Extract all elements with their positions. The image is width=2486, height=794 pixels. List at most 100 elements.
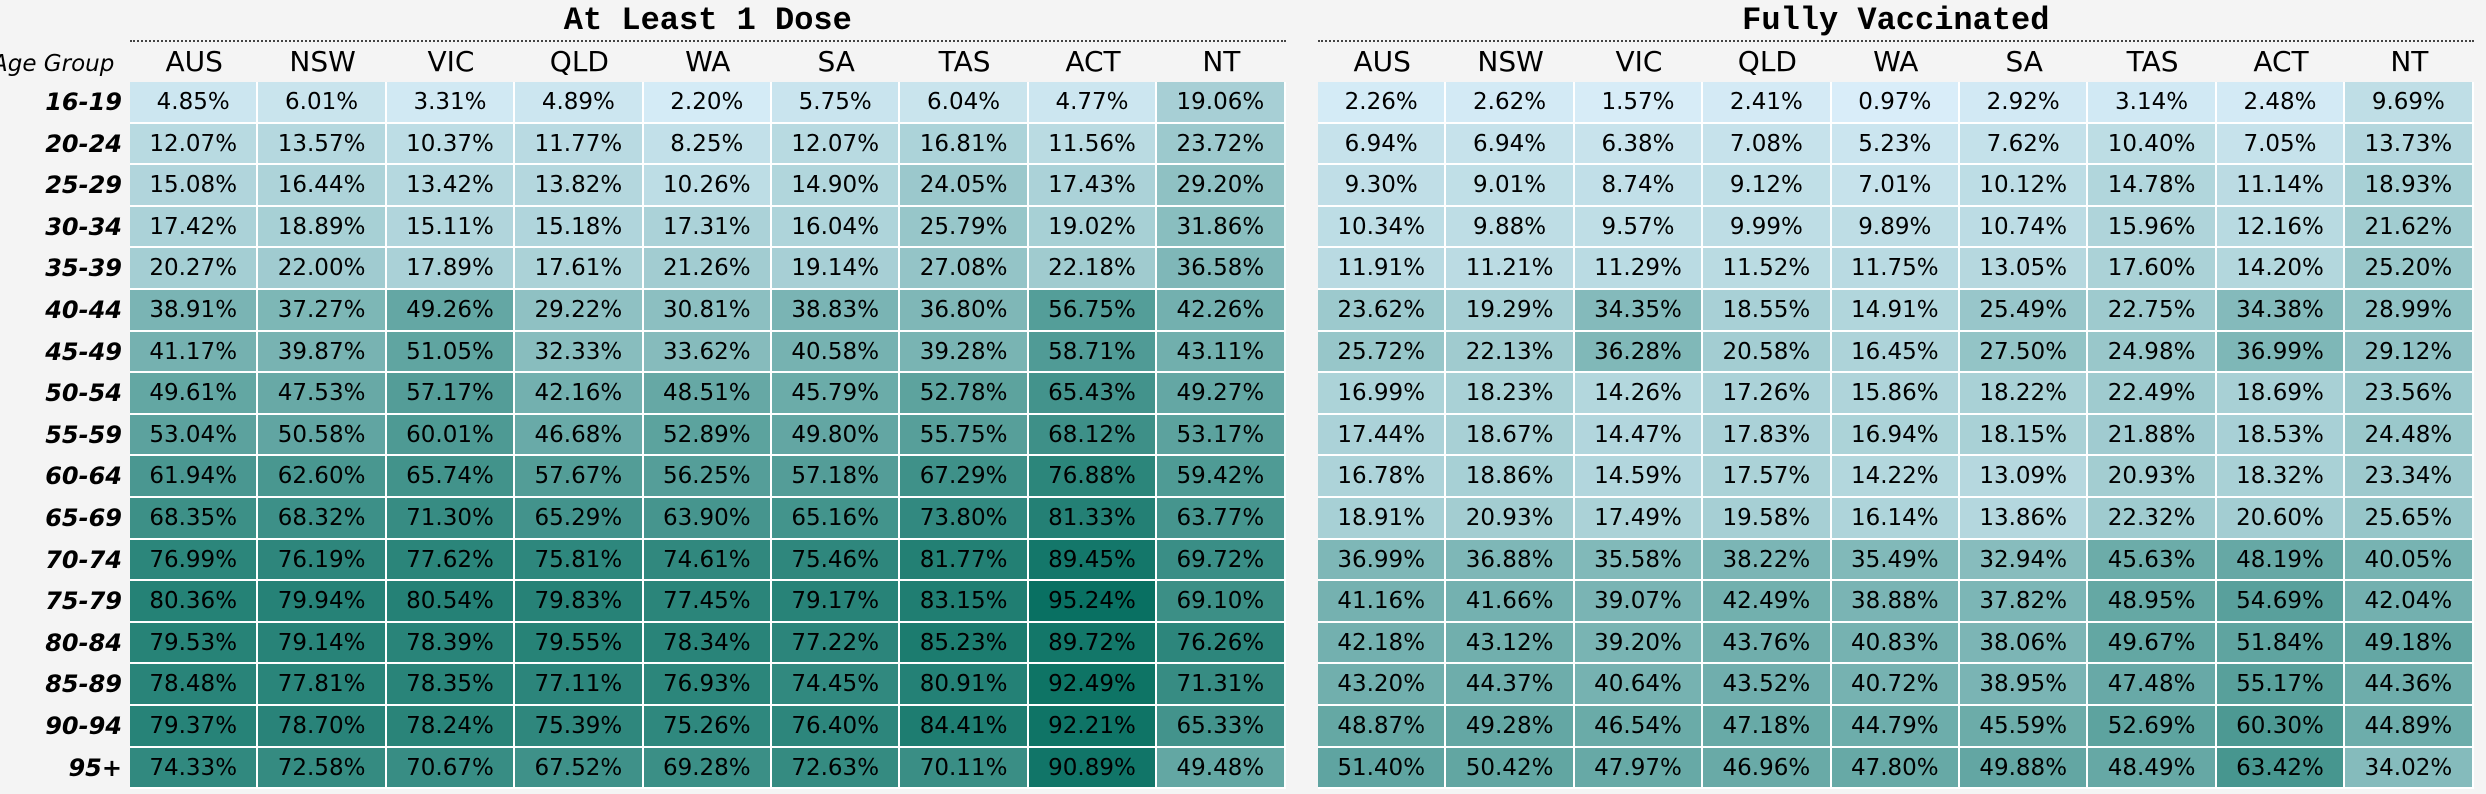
heatmap-cell: 10.26%	[643, 165, 772, 207]
heatmap-cell: 50.42%	[1446, 747, 1575, 790]
heatmap-cell: 36.88%	[1446, 539, 1575, 582]
title-divider	[130, 40, 1286, 42]
row-header: 16-19	[45, 88, 122, 116]
heatmap-cell: 71.31%	[1157, 664, 1286, 706]
heatmap-cell: 12.16%	[2216, 206, 2346, 249]
heatmap-cell: 23.62%	[1318, 290, 1447, 332]
heatmap-cell: 19.29%	[1446, 290, 1575, 332]
row-header: 60-64	[45, 462, 122, 491]
heatmap-cell: 44.37%	[1446, 664, 1575, 706]
heatmap-cell: 78.48%	[130, 664, 259, 706]
heatmap-cell: 81.77%	[900, 539, 1029, 582]
heatmap-cell: 12.07%	[772, 123, 901, 166]
heatmap-cell: 19.58%	[1703, 498, 1832, 540]
heatmap-cell: 49.28%	[1446, 706, 1575, 748]
heatmap-cell: 37.27%	[258, 290, 387, 332]
heatmap-cell: 48.51%	[643, 373, 772, 415]
heatmap-cell: 48.95%	[2088, 581, 2217, 623]
heatmap-cell: 60.01%	[386, 414, 516, 457]
heatmap-cell: 51.40%	[1318, 747, 1447, 790]
heatmap-cell: 38.95%	[1960, 664, 2089, 706]
heatmap-cell: 9.88%	[1446, 206, 1575, 249]
heatmap-cell: 81.33%	[1028, 498, 1158, 540]
heatmap-cell: 36.99%	[2216, 331, 2346, 374]
heatmap-cell: 80.54%	[386, 581, 516, 623]
heatmap-cell: 5.75%	[772, 82, 901, 124]
heatmap-cell: 45.79%	[772, 373, 901, 415]
heatmap-cell: 16.44%	[258, 165, 387, 207]
heatmap-cell: 49.18%	[2345, 622, 2474, 665]
heatmap-cell: 13.09%	[1960, 456, 2089, 498]
heatmap-cell: 23.34%	[2345, 456, 2474, 498]
heatmap-cell: 77.45%	[643, 581, 772, 623]
heatmap-cell: 13.05%	[1960, 248, 2089, 290]
heatmap-cell: 74.45%	[772, 664, 901, 706]
heatmap-cell: 20.58%	[1703, 331, 1832, 374]
heatmap-cell: 14.78%	[2088, 165, 2217, 207]
heatmap-cell: 89.45%	[1028, 539, 1158, 582]
heatmap-cell: 47.97%	[1574, 747, 1704, 790]
heatmap-cell: 79.55%	[515, 622, 644, 665]
heatmap-cell: 53.04%	[130, 414, 259, 457]
heatmap-cell: 16.81%	[900, 123, 1029, 166]
heatmap-cell: 79.94%	[258, 581, 387, 623]
heatmap-cell: 15.86%	[1831, 373, 1960, 415]
row-header: 95+	[68, 753, 122, 782]
heatmap-cell: 22.75%	[2088, 290, 2217, 332]
heatmap-cell: 6.94%	[1318, 123, 1447, 166]
heatmap-cell: 1.57%	[1574, 82, 1704, 124]
heatmap-cell: 57.18%	[772, 456, 901, 498]
heatmap-cell: 11.14%	[2216, 165, 2346, 207]
heatmap-cell: 14.59%	[1574, 456, 1704, 498]
heatmap-cell: 6.04%	[900, 82, 1029, 124]
heatmap-cell: 18.67%	[1446, 414, 1575, 457]
heatmap-cell: 48.19%	[2216, 539, 2346, 582]
heatmap-cell: 41.66%	[1446, 581, 1575, 623]
heatmap-cell: 17.44%	[1318, 414, 1447, 457]
column-header: QLD	[1737, 45, 1797, 78]
heatmap-cell: 9.12%	[1703, 165, 1832, 207]
heatmap-cell: 90.89%	[1028, 747, 1158, 790]
heatmap-cell: 40.64%	[1574, 664, 1704, 706]
heatmap-cell: 49.48%	[1157, 747, 1286, 790]
heatmap-cell: 78.24%	[386, 706, 516, 748]
heatmap-cell: 25.72%	[1318, 331, 1447, 374]
heatmap-cell: 6.38%	[1574, 123, 1704, 166]
heatmap-cell: 89.72%	[1028, 622, 1158, 665]
heatmap-cell: 35.49%	[1831, 539, 1960, 582]
heatmap-cell: 80.91%	[900, 664, 1029, 706]
heatmap-cell: 77.11%	[515, 664, 644, 706]
column-header: TAS	[938, 45, 991, 78]
heatmap-cell: 68.12%	[1028, 414, 1158, 457]
heatmap-cell: 39.87%	[258, 331, 387, 374]
column-header: VIC	[427, 45, 475, 78]
heatmap-cell: 78.35%	[386, 664, 516, 706]
panel-title: Fully Vaccinated	[1742, 2, 2050, 39]
heatmap-cell: 52.69%	[2088, 706, 2217, 748]
heatmap-cell: 92.49%	[1028, 664, 1158, 706]
heatmap-cell: 7.08%	[1703, 123, 1832, 166]
heatmap-cell: 70.67%	[386, 747, 516, 790]
heatmap-cell: 4.89%	[515, 82, 644, 124]
heatmap-cell: 46.54%	[1574, 706, 1704, 748]
heatmap-cell: 16.04%	[772, 206, 901, 249]
heatmap-cell: 69.10%	[1157, 581, 1286, 623]
heatmap-cell: 76.40%	[772, 706, 901, 748]
row-header: 65-69	[45, 504, 122, 532]
heatmap-cell: 17.49%	[1574, 498, 1704, 540]
heatmap-cell: 40.58%	[772, 331, 901, 374]
heatmap-cell: 22.00%	[258, 248, 387, 290]
heatmap-cell: 15.96%	[2088, 206, 2217, 249]
heatmap-cell: 65.43%	[1028, 373, 1158, 415]
heatmap-cell: 65.29%	[515, 498, 644, 540]
heatmap-cell: 18.53%	[2216, 414, 2346, 457]
heatmap-cell: 22.49%	[2088, 373, 2217, 415]
heatmap-cell: 14.26%	[1574, 373, 1704, 415]
heatmap-cell: 11.56%	[1028, 123, 1158, 166]
heatmap-cell: 57.17%	[386, 373, 516, 415]
heatmap-cell: 42.16%	[515, 373, 644, 415]
heatmap-cell: 43.11%	[1157, 331, 1286, 374]
column-header: VIC	[1615, 45, 1663, 78]
heatmap-cell: 7.05%	[2216, 123, 2346, 166]
heatmap-cell: 13.73%	[2345, 123, 2474, 166]
